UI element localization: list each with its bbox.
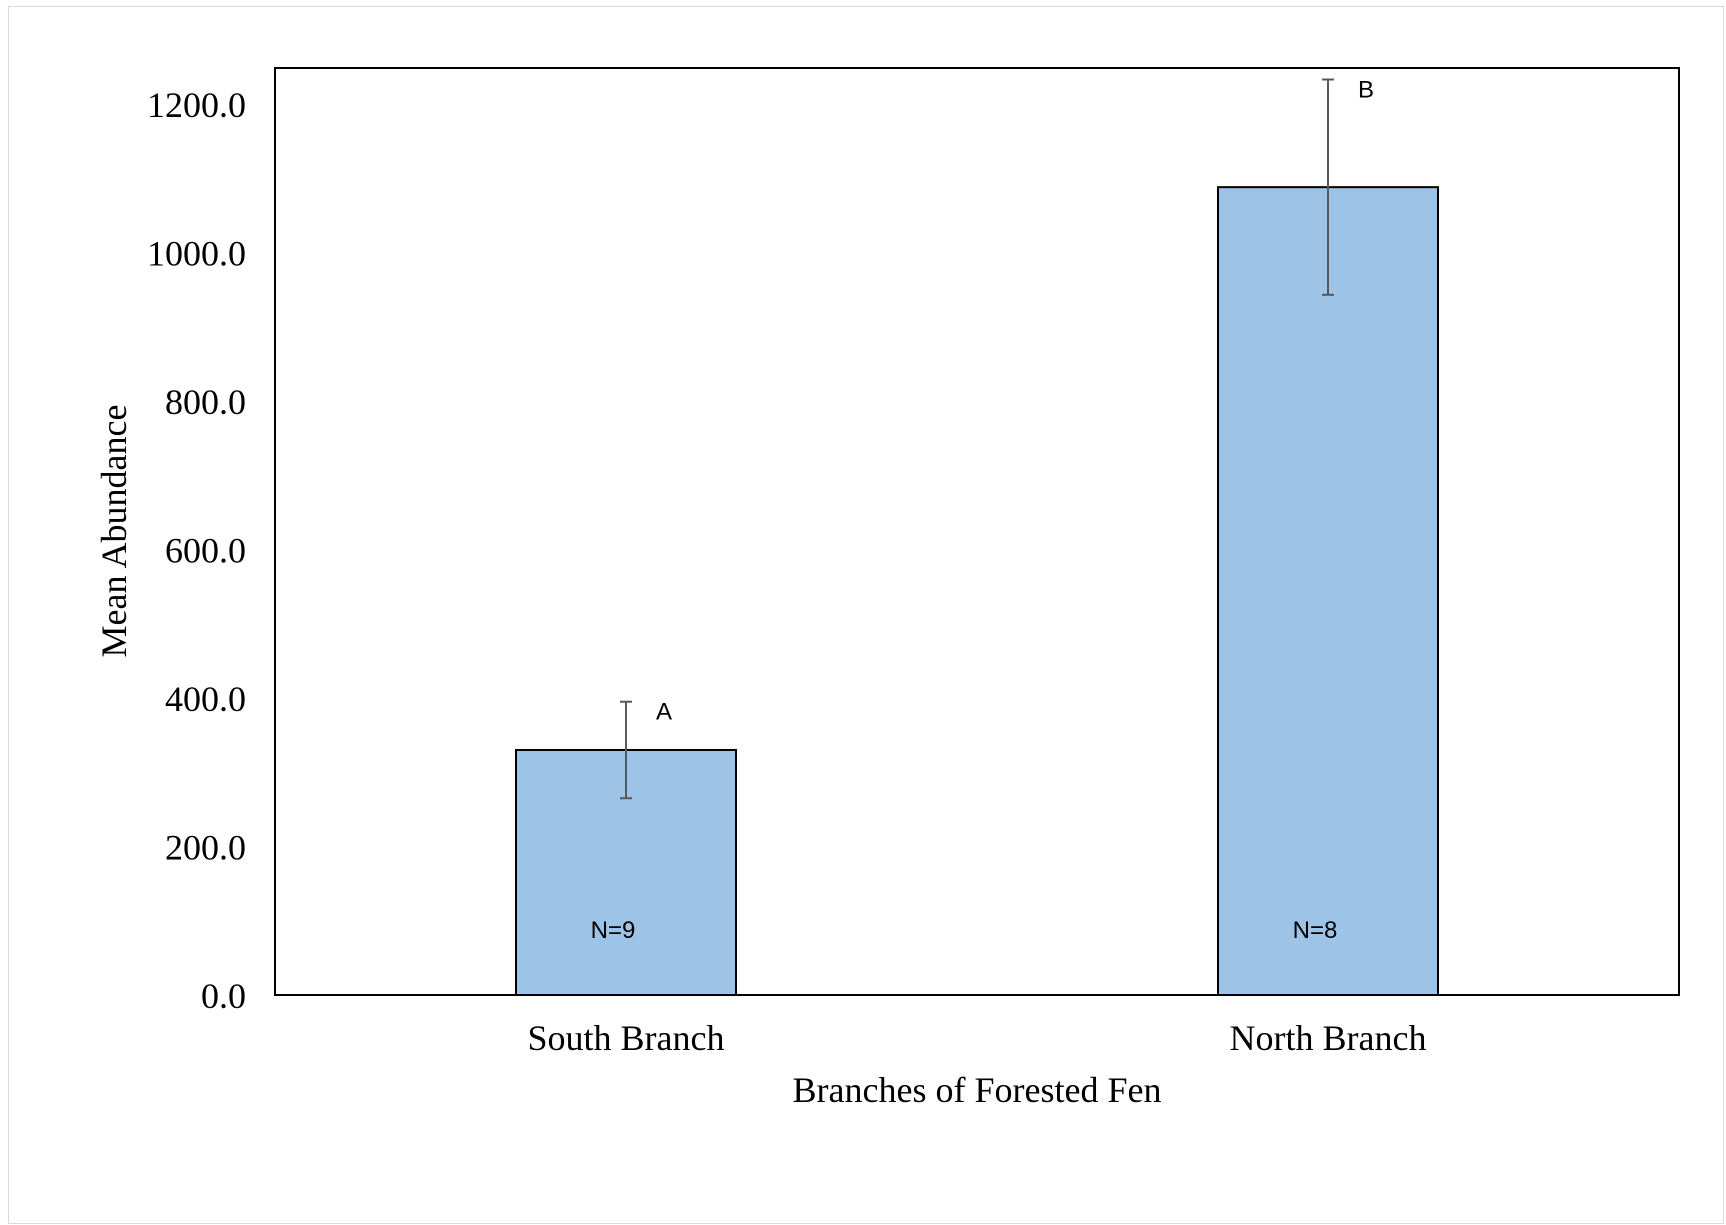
sample-size-label: N=8 [1293,917,1338,944]
bar-north-branch [1217,186,1439,997]
x-tick-label: North Branch [1230,1018,1427,1058]
x-axis-ticks: South Branch North Branch [528,1018,1427,1058]
group-letter-label: A [656,699,672,726]
y-axis-ticks: 0.0 200.0 400.0 600.0 800.0 1000.0 1200.0 [147,85,246,1016]
bar-labels: A N=9 B N=8 [591,76,1374,944]
y-tick-label: 600.0 [165,531,246,571]
y-axis-title: Mean Abundance [94,405,134,658]
group-letter-label: B [1358,76,1374,103]
plot-area [274,67,1680,996]
error-bars [620,78,1334,800]
y-tick-label: 1000.0 [147,234,246,274]
y-tick-label: 800.0 [165,382,246,422]
x-axis-title: Branches of Forested Fen [793,1070,1162,1110]
y-tick-label: 0.0 [201,976,246,1016]
sample-size-label: N=9 [591,917,636,944]
x-tick-label: South Branch [528,1018,725,1058]
y-tick-label: 200.0 [165,828,246,868]
y-tick-label: 400.0 [165,679,246,719]
y-tick-label: 1200.0 [147,85,246,125]
